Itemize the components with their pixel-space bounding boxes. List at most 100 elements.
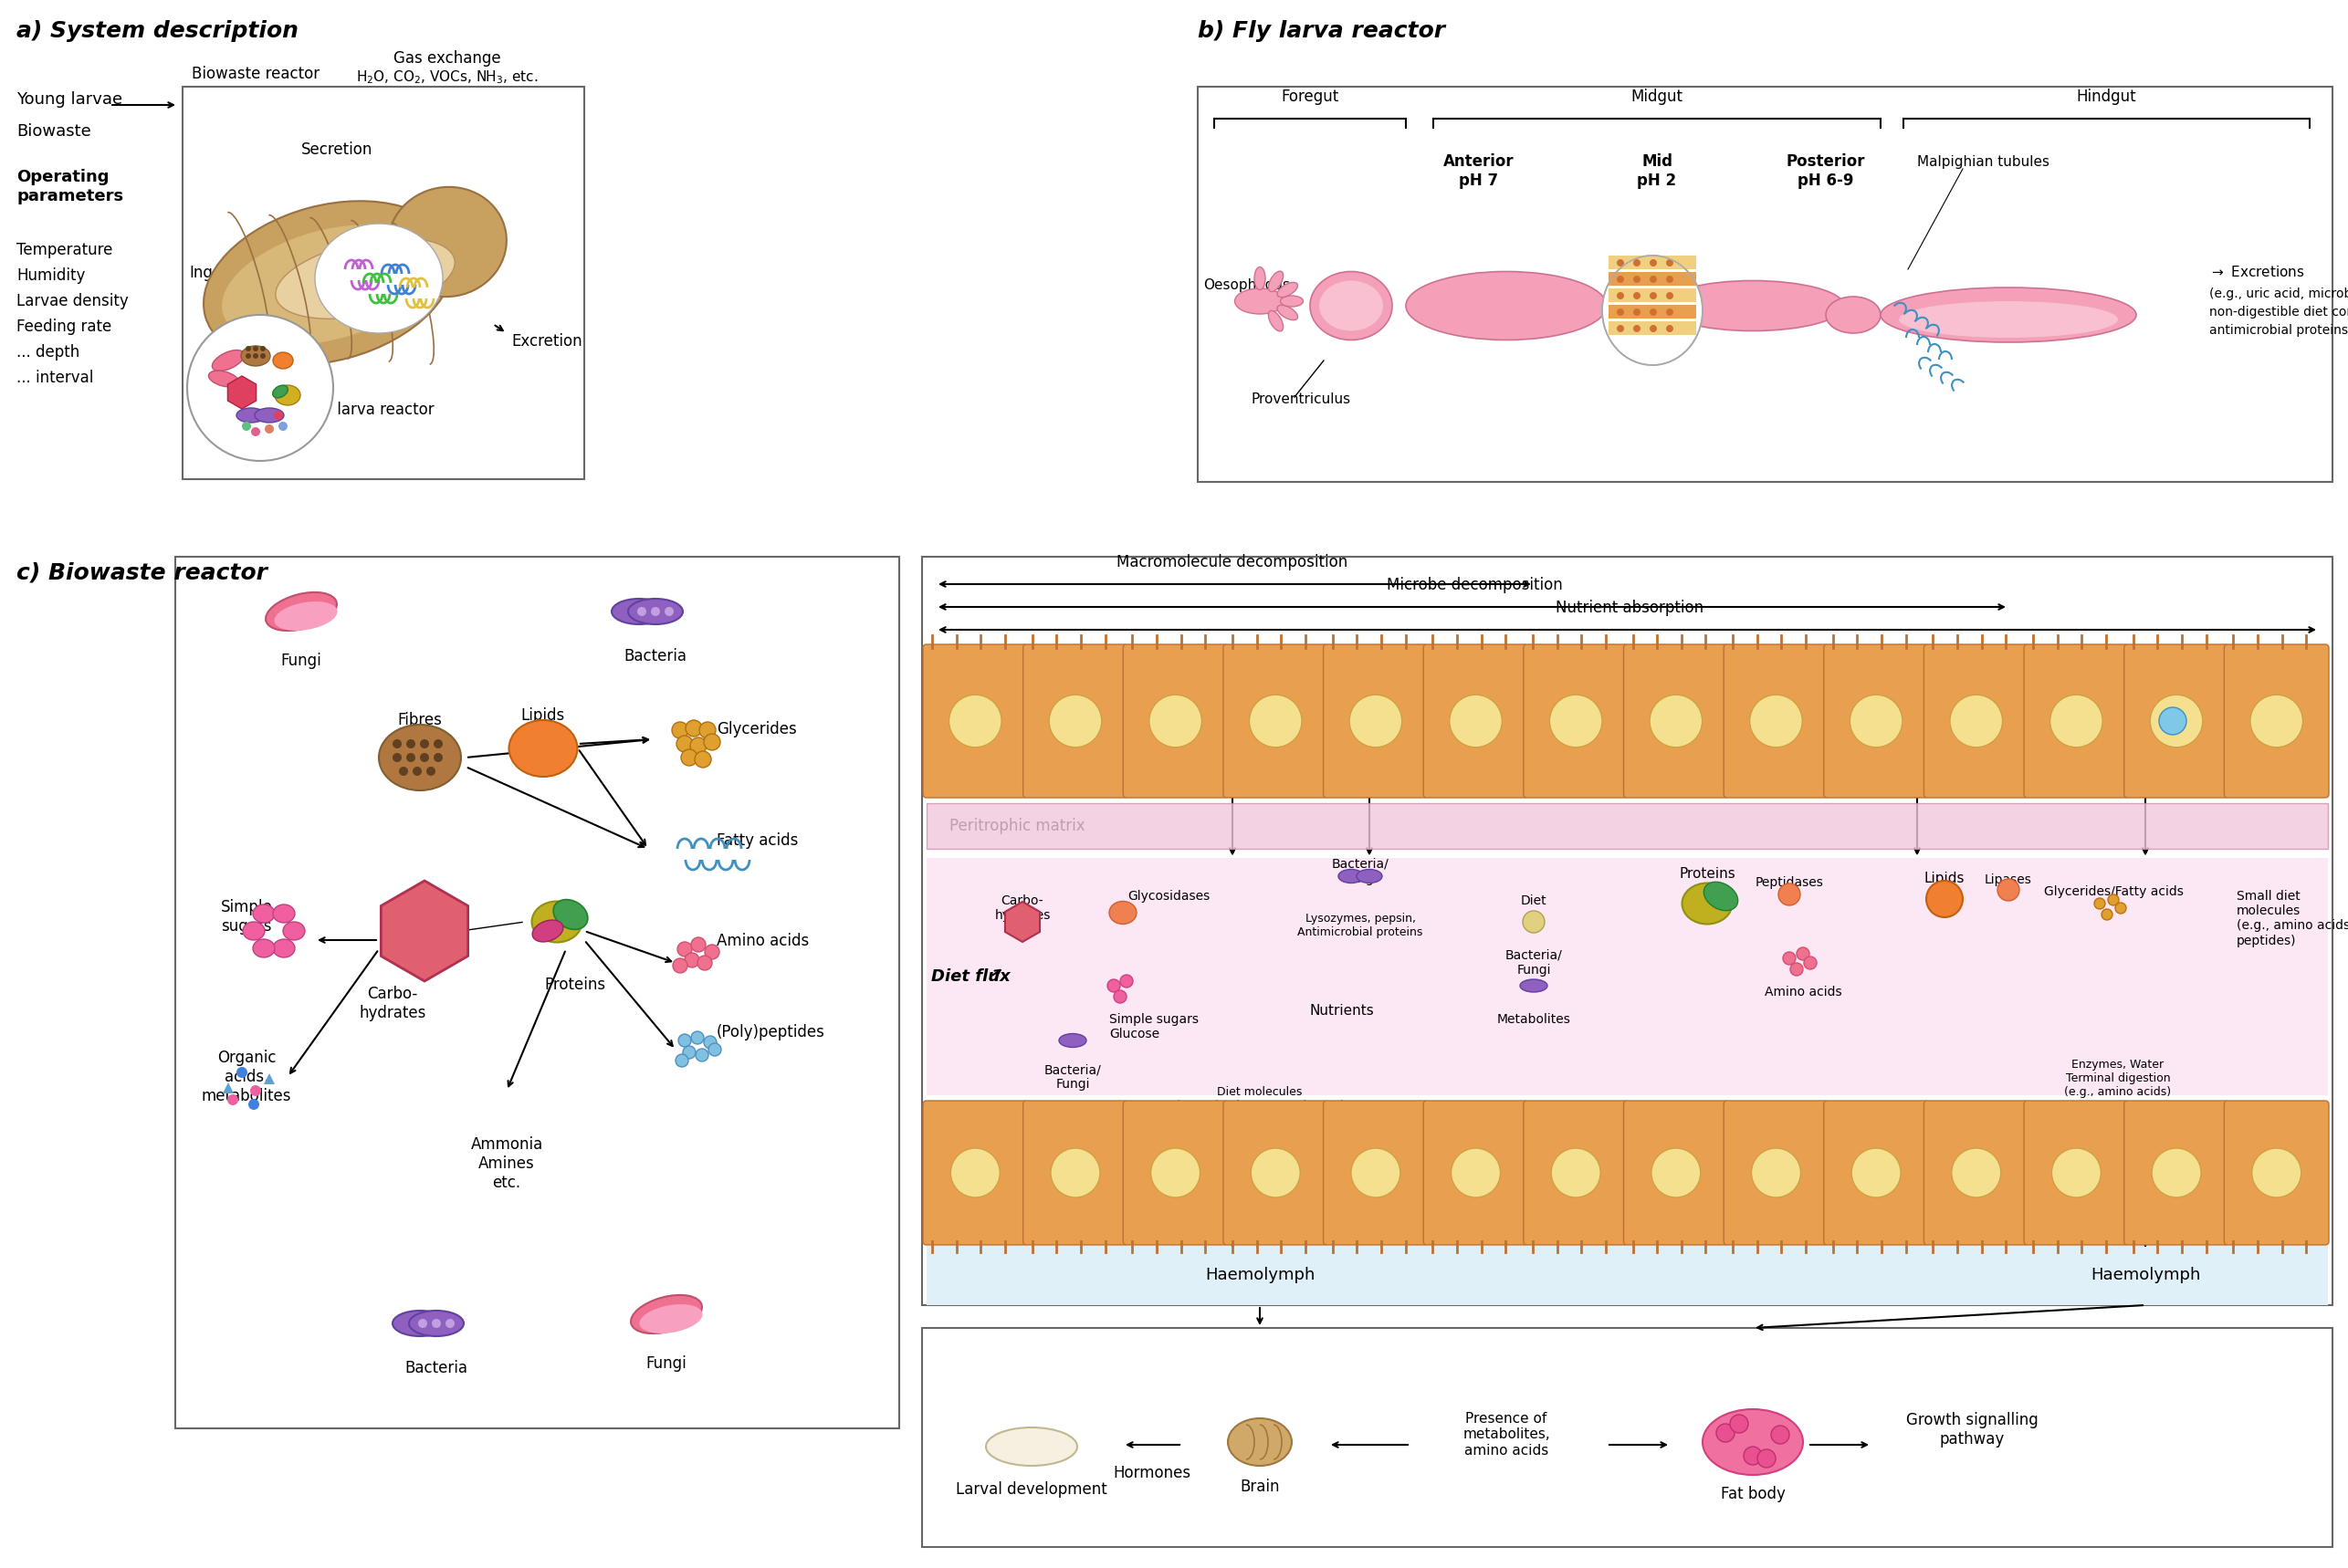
- Circle shape: [1120, 975, 1134, 988]
- Ellipse shape: [510, 720, 578, 776]
- FancyBboxPatch shape: [927, 858, 2327, 1094]
- Text: Hindgut: Hindgut: [2076, 88, 2137, 105]
- Circle shape: [686, 720, 702, 737]
- Circle shape: [690, 1032, 704, 1044]
- FancyBboxPatch shape: [1824, 644, 1928, 798]
- Text: Proteins: Proteins: [545, 977, 606, 993]
- Text: Midgut: Midgut: [1632, 88, 1684, 105]
- FancyBboxPatch shape: [923, 557, 2332, 1305]
- Circle shape: [636, 607, 646, 616]
- Circle shape: [674, 958, 688, 972]
- Text: Proteins: Proteins: [1679, 867, 1735, 881]
- Ellipse shape: [1268, 271, 1284, 292]
- Circle shape: [1796, 947, 1810, 960]
- Text: Fat body: Fat body: [1721, 1486, 1784, 1502]
- FancyBboxPatch shape: [923, 644, 1028, 798]
- FancyBboxPatch shape: [1608, 289, 1695, 303]
- Circle shape: [261, 353, 265, 359]
- Text: Lysozymes, pepsin,
Antimicrobial proteins: Lysozymes, pepsin, Antimicrobial protein…: [1298, 913, 1423, 938]
- Ellipse shape: [610, 599, 667, 624]
- Circle shape: [1618, 276, 1625, 282]
- Circle shape: [1949, 695, 2003, 748]
- Text: Larvae density: Larvae density: [16, 293, 129, 309]
- Circle shape: [679, 1033, 690, 1047]
- Text: Brain: Brain: [1240, 1479, 1280, 1494]
- Text: Carbo-
hydrates: Carbo- hydrates: [996, 894, 1050, 922]
- FancyBboxPatch shape: [1024, 644, 1127, 798]
- Text: non-digestible diet components,: non-digestible diet components,: [2209, 306, 2348, 318]
- Circle shape: [1998, 880, 2019, 902]
- Circle shape: [1777, 883, 1801, 905]
- Circle shape: [2249, 695, 2303, 748]
- Ellipse shape: [1662, 281, 1843, 331]
- FancyBboxPatch shape: [1223, 644, 1329, 798]
- Text: Secretion: Secretion: [301, 141, 373, 158]
- Circle shape: [1667, 325, 1674, 332]
- Text: (Poly)peptides: (Poly)peptides: [716, 1024, 824, 1041]
- Ellipse shape: [639, 1305, 702, 1333]
- Circle shape: [427, 767, 434, 776]
- Circle shape: [1550, 695, 1601, 748]
- Ellipse shape: [211, 350, 244, 372]
- Text: Haemolymph: Haemolymph: [2090, 1267, 2200, 1283]
- Text: Small diet
molecules
(e.g., amino acids,
peptides): Small diet molecules (e.g., amino acids,…: [2238, 891, 2348, 947]
- FancyBboxPatch shape: [923, 1328, 2332, 1548]
- Circle shape: [237, 1066, 247, 1077]
- Circle shape: [681, 750, 697, 765]
- Text: Diet: Diet: [1522, 894, 1547, 908]
- Text: Organic
acids,
metabolites: Organic acids, metabolites: [202, 1049, 291, 1104]
- Text: Lipids: Lipids: [1923, 872, 1965, 886]
- Circle shape: [1449, 695, 1503, 748]
- Circle shape: [1350, 1148, 1399, 1198]
- Ellipse shape: [237, 408, 265, 422]
- Ellipse shape: [1702, 1410, 1803, 1475]
- Circle shape: [2050, 695, 2101, 748]
- Text: Lipases: Lipases: [1984, 873, 2031, 886]
- Ellipse shape: [275, 602, 338, 630]
- Ellipse shape: [1357, 869, 1383, 883]
- FancyBboxPatch shape: [1723, 644, 1829, 798]
- Circle shape: [1451, 1148, 1500, 1198]
- Circle shape: [1752, 1148, 1801, 1198]
- Circle shape: [418, 1319, 427, 1328]
- Polygon shape: [223, 1082, 235, 1093]
- Ellipse shape: [378, 724, 460, 790]
- Circle shape: [432, 1319, 441, 1328]
- Text: Diet molecules
(e.g., simple sugars, glucose): Diet molecules (e.g., simple sugars, glu…: [1176, 1087, 1343, 1112]
- Circle shape: [392, 753, 402, 762]
- Circle shape: [1524, 911, 1545, 933]
- Ellipse shape: [204, 201, 453, 365]
- Text: Bacteria: Bacteria: [625, 648, 688, 665]
- Text: Proventriculus: Proventriculus: [1251, 392, 1350, 406]
- Text: Glycerides: Glycerides: [716, 721, 796, 737]
- Circle shape: [676, 942, 693, 956]
- Text: Microbe decomposition: Microbe decomposition: [1385, 577, 1561, 593]
- FancyBboxPatch shape: [1122, 1101, 1228, 1245]
- Circle shape: [279, 422, 286, 431]
- Text: Fly larva reactor: Fly larva reactor: [310, 401, 434, 419]
- Circle shape: [251, 1085, 261, 1096]
- Text: Glycosidases: Glycosidases: [1127, 891, 1209, 903]
- Ellipse shape: [533, 920, 564, 942]
- FancyBboxPatch shape: [927, 803, 2327, 848]
- Text: Fungi: Fungi: [646, 1355, 688, 1372]
- Text: Absorption: Absorption: [1216, 1160, 1305, 1176]
- Ellipse shape: [392, 1311, 448, 1336]
- Circle shape: [664, 607, 674, 616]
- FancyBboxPatch shape: [1324, 1101, 1428, 1245]
- Circle shape: [683, 1046, 695, 1058]
- Text: Anterior
pH 7: Anterior pH 7: [1444, 154, 1514, 188]
- Text: Simple sugars
Glucose: Simple sugars Glucose: [1108, 1013, 1197, 1041]
- FancyBboxPatch shape: [1223, 1101, 1329, 1245]
- Text: Amino acids: Amino acids: [1763, 986, 1841, 999]
- Text: Fatty acids: Fatty acids: [716, 833, 798, 848]
- Ellipse shape: [221, 224, 434, 345]
- Polygon shape: [228, 376, 256, 409]
- Circle shape: [1951, 1148, 2000, 1198]
- Text: Bacteria: Bacteria: [404, 1359, 467, 1377]
- FancyBboxPatch shape: [183, 86, 585, 480]
- Text: Temperature: Temperature: [16, 241, 113, 259]
- Text: Presence of
metabolites,
amino acids: Presence of metabolites, amino acids: [1463, 1411, 1550, 1457]
- Circle shape: [1108, 980, 1120, 993]
- Text: Glycerides/Fatty acids: Glycerides/Fatty acids: [2043, 886, 2184, 898]
